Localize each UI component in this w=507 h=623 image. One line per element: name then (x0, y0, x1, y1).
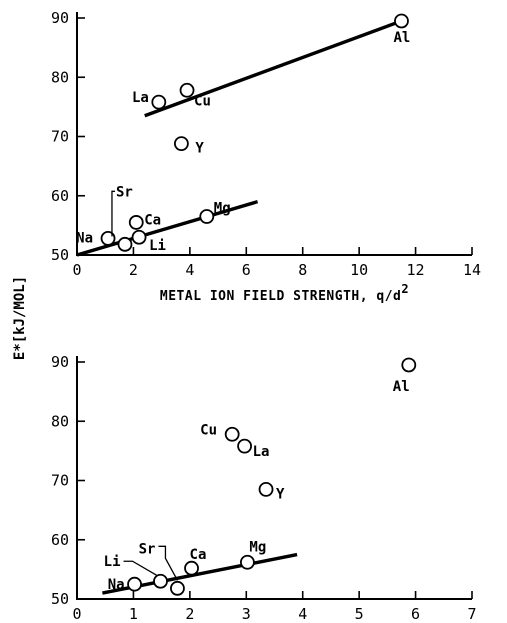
y-tick-label: 70 (51, 472, 69, 490)
y-tick-label: 80 (51, 412, 69, 430)
point-label-y: Y (276, 486, 285, 502)
x-tick-label: 14 (463, 261, 481, 279)
data-point-al (401, 357, 417, 373)
y-tick-label: 70 (51, 128, 69, 146)
x-tick-label: 7 (467, 605, 476, 623)
point-label-al: Al (393, 379, 410, 395)
data-point-li (153, 573, 168, 589)
x-tick-label: 10 (350, 261, 368, 279)
y-tick-label: 50 (51, 590, 69, 608)
x-axis-label-superscript: 2 (401, 282, 409, 296)
point-label-ca: Ca (144, 212, 161, 228)
point-label-na: Na (108, 577, 125, 593)
fit-line (76, 200, 259, 257)
point-label-y: Y (195, 141, 204, 157)
data-point-sr (170, 580, 185, 596)
leader-line (158, 545, 179, 581)
x-tick-label: 2 (185, 605, 194, 623)
x-tick-label: 4 (298, 605, 307, 623)
x-tick-label: 12 (407, 261, 425, 279)
data-point-la (237, 438, 252, 454)
data-point-na (100, 231, 116, 246)
point-label-al: Al (393, 30, 410, 46)
x-axis-label: METAL ION FIELD STRENGTH, q/d2 (160, 282, 409, 304)
x-tick-label: 6 (242, 261, 251, 279)
point-label-mg: Mg (249, 539, 266, 555)
data-point-y (258, 481, 274, 497)
point-label-cu: Cu (194, 93, 211, 109)
point-label-sr: Sr (116, 184, 133, 200)
data-point-ca (184, 560, 199, 576)
data-point-y (173, 136, 189, 152)
point-label-mg: Mg (214, 200, 231, 216)
data-point-sr (117, 236, 133, 252)
data-point-cu (224, 426, 240, 442)
data-point-la (151, 94, 167, 110)
bottom-chart: 012345675060708090METAL CATION CHARGE DE… (51, 353, 477, 623)
axis-frame (76, 356, 472, 600)
x-tick-label: 0 (72, 261, 81, 279)
x-tick-label: 5 (355, 605, 364, 623)
data-point-mg (240, 554, 255, 570)
point-label-la: La (132, 90, 149, 106)
y-tick-label: 60 (51, 187, 69, 205)
data-point-mg (199, 209, 215, 224)
point-label-ca: Ca (190, 547, 207, 563)
fit-line (144, 19, 403, 118)
y-tick-label: 50 (51, 246, 69, 264)
data-point-li (131, 229, 147, 245)
x-tick-label: 3 (242, 605, 251, 623)
x-tick-label: 0 (72, 605, 81, 623)
point-label-cu: Cu (200, 422, 217, 438)
leader-line (123, 560, 157, 576)
data-point-na (127, 576, 142, 592)
data-point-al (394, 13, 409, 29)
x-tick-label: 6 (411, 605, 420, 623)
point-label-la: La (253, 444, 270, 460)
x-tick-label: 8 (298, 261, 307, 279)
data-point-cu (179, 82, 195, 98)
point-label-na: Na (76, 230, 93, 246)
top-chart: 0 2 4 6 8 10 12 14 50 60 70 80 90 METAL ION FIELD STR… (51, 9, 481, 304)
x-tick-label: 2 (129, 261, 138, 279)
point-label-li: Li (104, 554, 121, 570)
data-point-ca (128, 215, 144, 230)
point-label-li: Li (149, 238, 166, 254)
x-tick-label: 4 (185, 261, 194, 279)
y-axis-label: E*[kJ/MOL] (12, 276, 28, 360)
y-tick-label: 80 (51, 68, 69, 86)
point-label-sr: Sr (139, 541, 156, 557)
leader-line (111, 190, 115, 237)
y-tick-label: 90 (51, 9, 69, 27)
y-tick-label: 90 (51, 353, 69, 371)
x-tick-label: 1 (129, 605, 138, 623)
y-tick-label: 60 (51, 531, 69, 549)
